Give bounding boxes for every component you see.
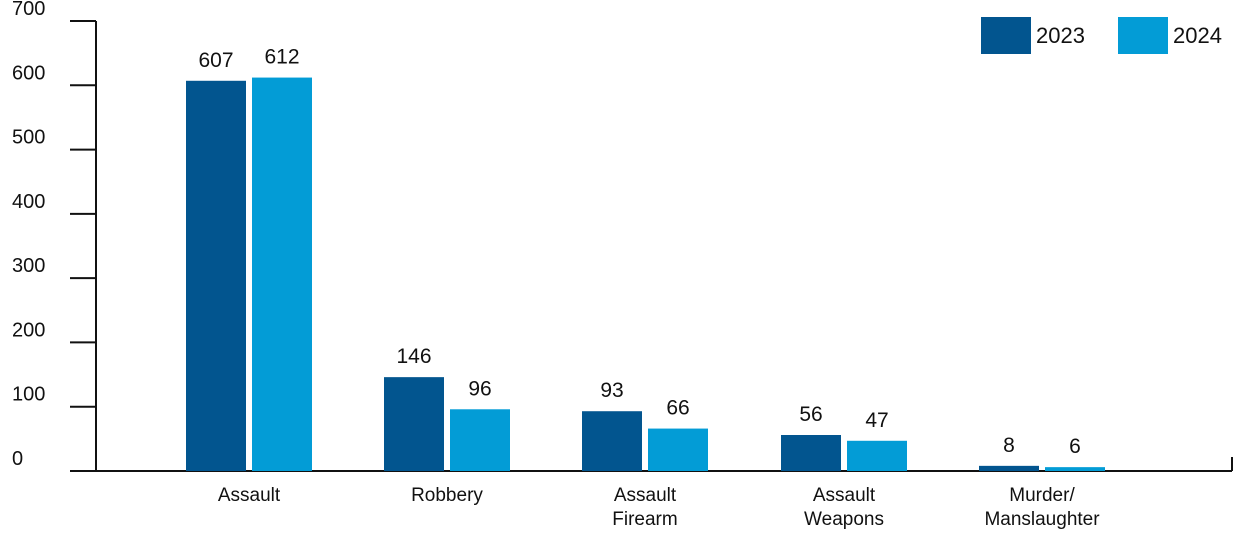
x-tick-label-line: Weapons — [804, 509, 884, 530]
data-label: 612 — [264, 46, 299, 69]
data-label: 66 — [666, 397, 689, 420]
y-tick-label: 500 — [12, 127, 45, 149]
y-tick-label: 400 — [12, 191, 45, 213]
x-tick-label: Assault — [218, 485, 281, 506]
x-tick-label: Robbery — [411, 485, 483, 506]
data-labels: 607 612 146 96 93 66 56 47 8 6 — [198, 46, 1080, 459]
x-tick-label-line: Murder/ — [1009, 485, 1075, 506]
bars — [186, 77, 1105, 472]
data-label: 8 — [1003, 434, 1015, 457]
x-tick-label-line: Firearm — [612, 509, 677, 530]
x-tick-label: Assault Weapons — [804, 485, 884, 530]
bar-2024 — [450, 409, 510, 471]
bar-2023 — [781, 435, 841, 471]
legend: 2023 2024 — [981, 17, 1222, 54]
bar-2024 — [1045, 467, 1105, 471]
y-tick-label: 0 — [12, 448, 23, 470]
y-tick-label: 300 — [12, 255, 45, 277]
bar-2023 — [979, 465, 1039, 471]
y-tick-label: 600 — [12, 62, 45, 84]
x-tick-label-line: Assault — [813, 485, 876, 506]
legend-swatch — [981, 17, 1031, 54]
bar-2023 — [582, 411, 642, 471]
x-axis: Assault Robbery Assault Firearm Assault Weapo… — [96, 457, 1233, 530]
data-label: 146 — [396, 345, 431, 368]
data-label: 47 — [865, 409, 888, 432]
data-label: 607 — [198, 49, 233, 72]
legend-label: 2023 — [1036, 23, 1085, 48]
bar-2024 — [847, 440, 907, 471]
x-tick-label: Murder/Manslaughter — [984, 485, 1100, 530]
data-label: 96 — [468, 377, 491, 400]
data-label: 6 — [1069, 435, 1081, 458]
bar-2023 — [384, 377, 444, 471]
x-tick-label-line: Assault — [218, 485, 281, 506]
x-tick-label-line: Assault — [614, 485, 677, 506]
data-label: 56 — [799, 403, 822, 426]
y-tick-label: 200 — [12, 319, 45, 341]
data-label: 93 — [600, 379, 623, 402]
y-axis: 0 100 200 300 400 500 600 700 — [12, 0, 97, 472]
legend-swatch — [1118, 17, 1168, 54]
x-tick-label-line: Manslaughter — [984, 509, 1100, 530]
bar-2024 — [648, 428, 708, 471]
legend-label: 2024 — [1173, 23, 1222, 48]
y-tick-label: 100 — [12, 384, 45, 406]
x-tick-label: Assault Firearm — [612, 485, 677, 530]
bar-2024 — [252, 77, 312, 472]
bar-2023 — [186, 80, 246, 472]
y-tick-label: 700 — [12, 0, 45, 20]
x-tick-label-line: Robbery — [411, 485, 483, 506]
